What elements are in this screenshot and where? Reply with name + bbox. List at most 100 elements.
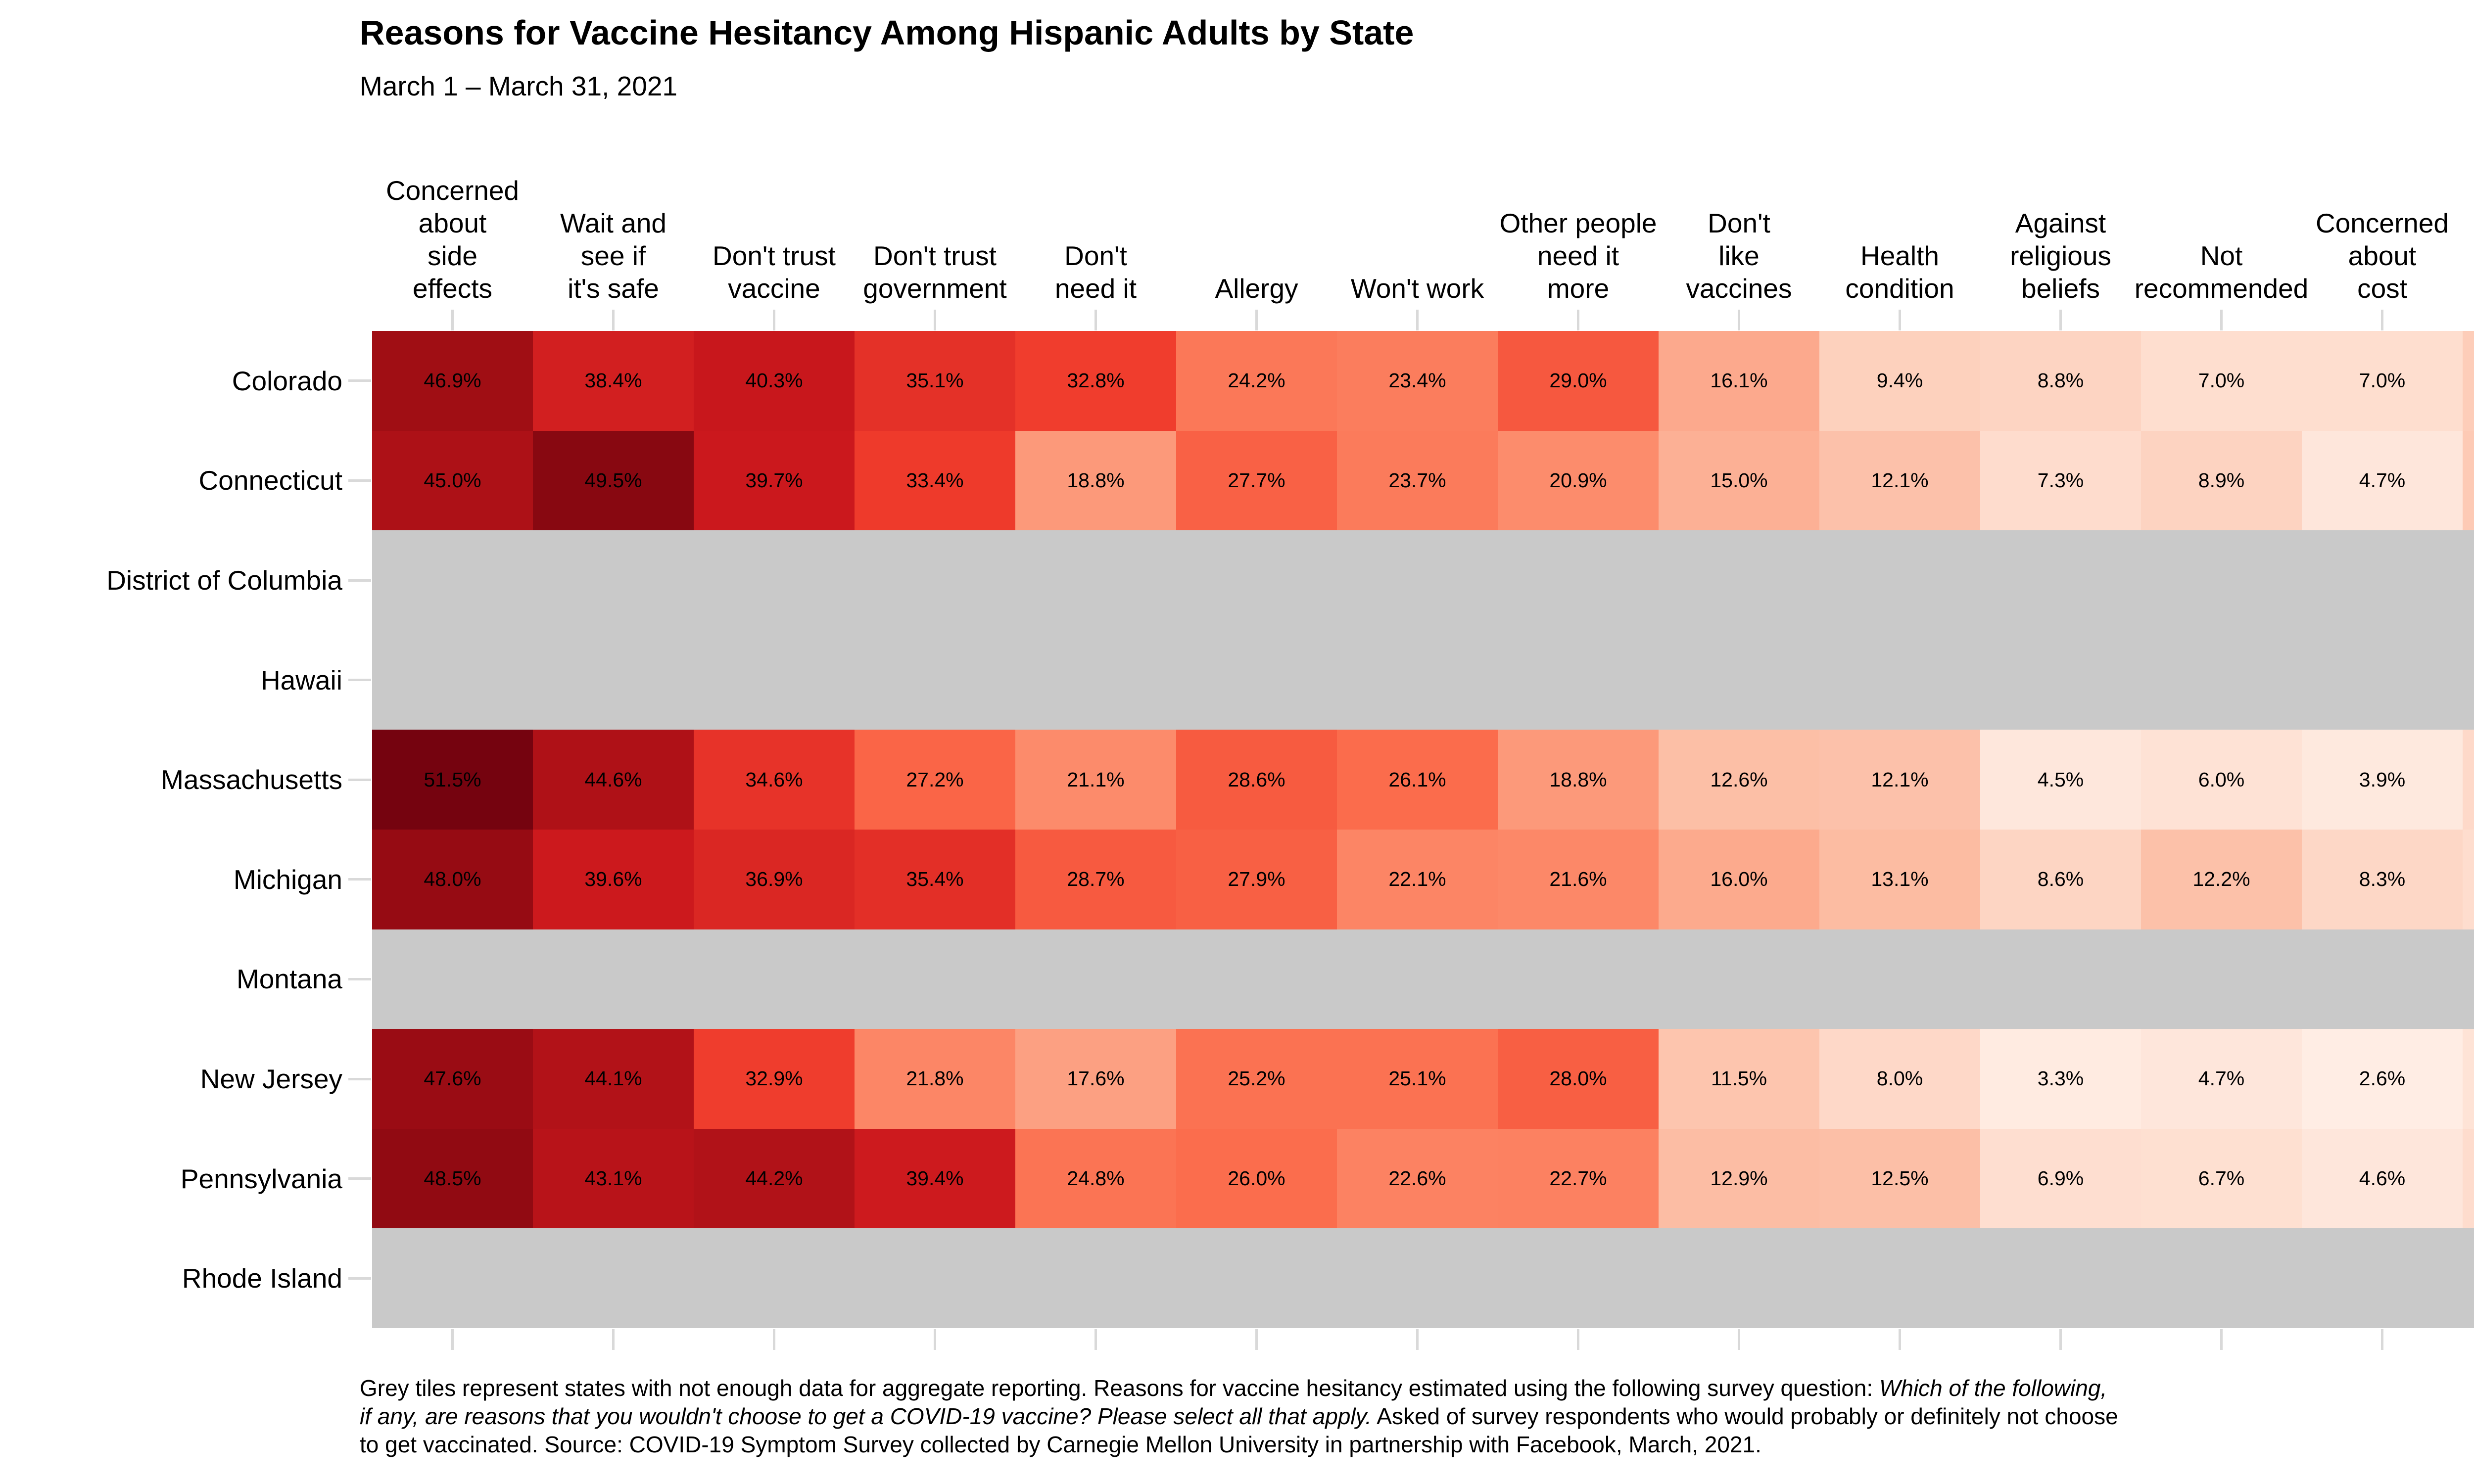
heatmap-cell-connecticut-health-condition: 12.1% [1819,430,1980,531]
heatmap-cell-hawaii-dont-like-vaccines [1659,630,1819,730]
column-header-dont-trust-government: Don't trust government [863,240,1007,304]
column-tick-bottom-dont-trust-government [934,1329,936,1350]
row-label-district-of-columbia: District of Columbia [106,565,342,596]
column-tick-bottom-dont-trust-vaccine [773,1329,775,1350]
heatmap-cell-rhode-island-pregnancy [2463,1228,2474,1328]
heatmap-cell-district-of-columbia-pregnancy [2463,530,2474,630]
heatmap-cell-montana-health-condition [1819,929,1980,1029]
heatmap-cell-michigan-not-recommended: 12.2% [2141,830,2302,929]
column-header-wait-and-see: Wait and see if it's safe [560,208,666,304]
heatmap-cell-district-of-columbia-dont-trust-vaccine [694,530,855,630]
footnote: Grey tiles represent states with not eno… [360,1374,2474,1459]
column-tick-top-health-condition [1899,310,1901,330]
heatmap-cell-colorado-dont-need-it: 32.8% [1015,331,1176,431]
column-header-allergy: Allergy [1215,273,1298,304]
heatmap-cell-pennsylvania-allergy: 26.0% [1176,1128,1337,1229]
heatmap-cell-montana-dont-need-it [1015,929,1176,1029]
column-tick-top-wait-and-see [612,310,615,330]
heatmap-cell-district-of-columbia-dont-like-vaccines [1659,530,1819,630]
heatmap-cell-new-jersey-other-people-need-it-more: 28.0% [1498,1029,1659,1129]
column-header-pregnancy: Pregnancy [2345,272,2474,305]
heatmap-cell-district-of-columbia-dont-trust-government [855,530,1015,630]
column-tick-bottom-concerned-about-cost [2381,1329,2383,1350]
heatmap-cell-connecticut-concerned-about-cost: 4.7% [2302,430,2463,531]
heatmap-cell-rhode-island-wont-work [1337,1228,1498,1328]
column-tick-bottom-allergy [1255,1329,1258,1350]
column-tick-bottom-dont-need-it [1094,1329,1097,1350]
heatmap-cell-rhode-island-allergy [1176,1228,1337,1328]
heatmap-cell-michigan-wont-work: 22.1% [1337,830,1498,929]
heatmap-cell-colorado-concerned-side-effects: 46.9% [372,331,533,431]
heatmap-cell-new-jersey-not-recommended: 4.7% [2141,1029,2302,1129]
column-header-dont-need-it: Don't need it [1054,240,1137,304]
heatmap-cell-connecticut-against-religious-beliefs: 7.3% [1980,430,2141,531]
heatmap-cell-district-of-columbia-wont-work [1337,530,1498,630]
column-header-other-people-need-it-more: Other people need it more [1499,208,1657,304]
heatmap-cell-pennsylvania-dont-like-vaccines: 12.9% [1659,1128,1819,1229]
heatmap-cell-district-of-columbia-health-condition [1819,530,1980,630]
heatmap-cell-pennsylvania-concerned-about-cost: 4.6% [2302,1128,2463,1229]
heatmap-cell-hawaii-not-recommended [2141,630,2302,730]
heatmap-cell-montana-not-recommended [2141,929,2302,1029]
column-header-dont-trust-vaccine: Don't trust vaccine [713,240,836,304]
heatmap-cell-new-jersey-health-condition: 8.0% [1819,1029,1980,1129]
heatmap-cell-michigan-concerned-side-effects: 48.0% [372,830,533,929]
heatmap-cell-montana-wait-and-see [533,929,694,1029]
heatmap-cell-montana-against-religious-beliefs [1980,929,2141,1029]
heatmap-cell-massachusetts-against-religious-beliefs: 4.5% [1980,730,2141,830]
heatmap-cell-hawaii-health-condition [1819,630,1980,730]
row-tick-left-rhode-island [348,1277,371,1280]
heatmap-cell-michigan-against-religious-beliefs: 8.6% [1980,830,2141,929]
row-label-hawaii: Hawaii [260,664,342,696]
heatmap-cell-montana-wont-work [1337,929,1498,1029]
heatmap-cell-connecticut-pregnancy: 10.5% [2463,430,2474,531]
heatmap-cell-michigan-dont-like-vaccines: 16.0% [1659,830,1819,929]
heatmap-cell-michigan-dont-need-it: 28.7% [1015,830,1176,929]
row-label-massachusetts: Massachusetts [161,764,342,795]
heatmap-cell-colorado-dont-trust-government: 35.1% [855,331,1015,431]
heatmap-cell-new-jersey-allergy: 25.2% [1176,1029,1337,1129]
heatmap-cell-massachusetts-wont-work: 26.1% [1337,730,1498,830]
heatmap-cell-michigan-other-people-need-it-more: 21.6% [1498,830,1659,929]
heatmap-cell-colorado-health-condition: 9.4% [1819,331,1980,431]
heatmap-cell-connecticut-concerned-side-effects: 45.0% [372,430,533,531]
heatmap-cell-massachusetts-wait-and-see: 44.6% [533,730,694,830]
row-tick-left-district-of-columbia [348,579,371,582]
heatmap-cell-connecticut-dont-trust-government: 33.4% [855,430,1015,531]
heatmap-cell-massachusetts-other-people-need-it-more: 18.8% [1498,730,1659,830]
heatmap-cell-colorado-dont-trust-vaccine: 40.3% [694,331,855,431]
row-tick-left-montana [348,977,371,980]
column-tick-top-dont-need-it [1094,310,1097,330]
heatmap-cell-montana-dont-like-vaccines [1659,929,1819,1029]
column-tick-top-not-recommended [2220,310,2223,330]
row-label-montana: Montana [236,964,342,995]
column-header-concerned-about-cost: Concerned about cost [2315,208,2449,304]
row-label-michigan: Michigan [233,864,342,895]
heatmap-cell-rhode-island-health-condition [1819,1228,1980,1328]
heatmap-cell-massachusetts-not-recommended: 6.0% [2141,730,2302,830]
heatmap-cell-pennsylvania-dont-need-it: 24.8% [1015,1128,1176,1229]
heatmap-cell-montana-dont-trust-vaccine [694,929,855,1029]
heatmap-cell-colorado-wait-and-see: 38.4% [533,331,694,431]
row-tick-left-new-jersey [348,1077,371,1080]
heatmap-cell-connecticut-dont-like-vaccines: 15.0% [1659,430,1819,531]
heatmap-cell-pennsylvania-concerned-side-effects: 48.5% [372,1128,533,1229]
row-label-colorado: Colorado [232,365,342,396]
heatmap-cell-connecticut-wont-work: 23.7% [1337,430,1498,531]
heatmap-cell-district-of-columbia-against-religious-beliefs [1980,530,2141,630]
heatmap-cell-hawaii-allergy [1176,630,1337,730]
heatmap-cell-hawaii-against-religious-beliefs [1980,630,2141,730]
heatmap-cell-michigan-health-condition: 13.1% [1819,830,1980,929]
row-label-new-jersey: New Jersey [200,1064,342,1094]
heatmap-cell-colorado-wont-work: 23.4% [1337,331,1498,431]
heatmap-cell-hawaii-concerned-side-effects [372,630,533,730]
heatmap-cell-massachusetts-concerned-side-effects: 51.5% [372,730,533,830]
row-tick-left-michigan [348,878,371,881]
heatmap-cell-massachusetts-dont-need-it: 21.1% [1015,730,1176,830]
heatmap-cell-massachusetts-concerned-about-cost: 3.9% [2302,730,2463,830]
heatmap-cell-michigan-allergy: 27.9% [1176,830,1337,929]
column-header-wont-work: Won't work [1350,273,1484,304]
heatmap-cell-rhode-island-concerned-about-cost [2302,1228,2463,1328]
heatmap-cell-pennsylvania-dont-trust-government: 39.4% [855,1128,1015,1229]
heatmap-cell-district-of-columbia-not-recommended [2141,530,2302,630]
